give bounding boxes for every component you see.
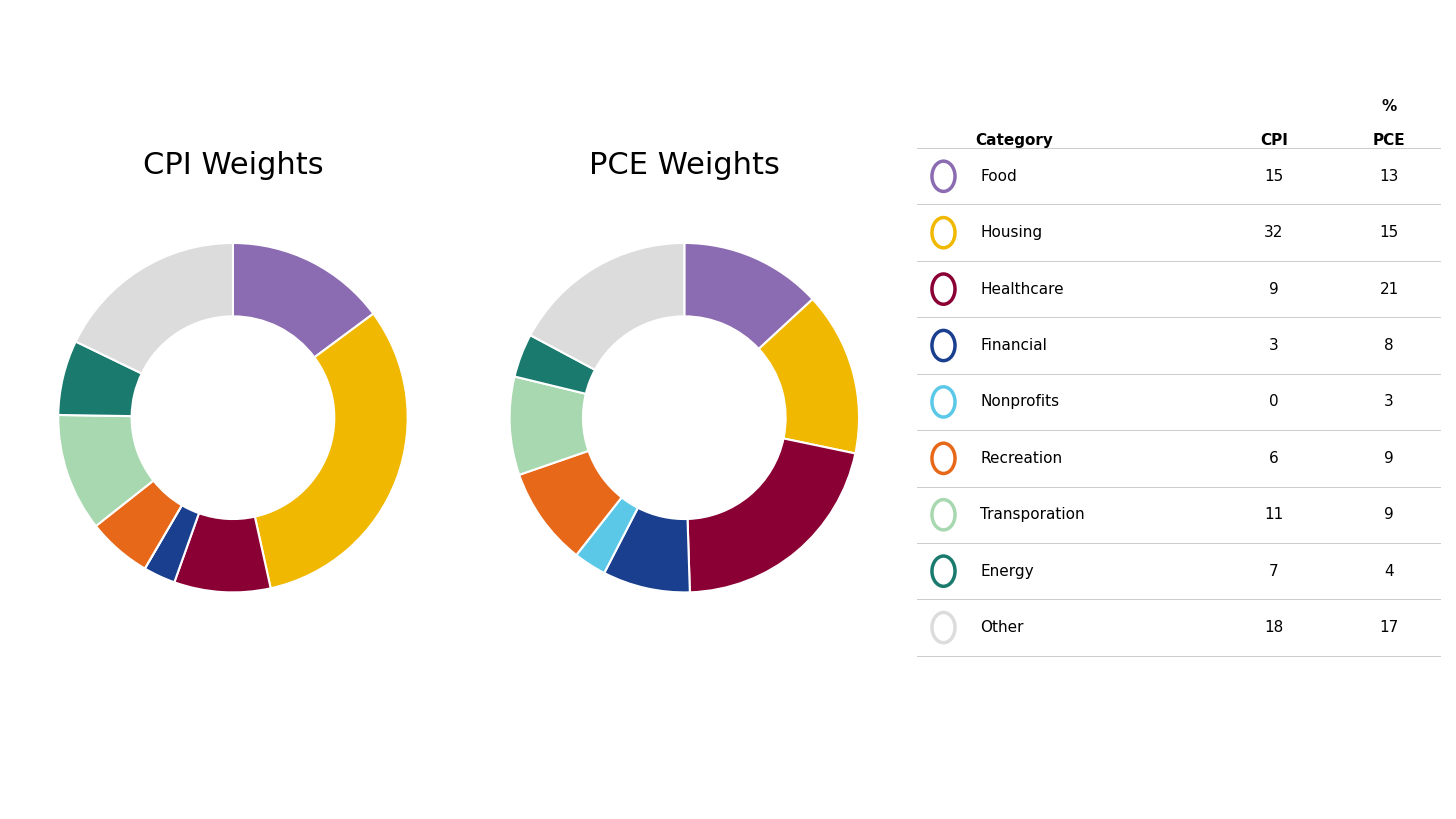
Text: PCE: PCE: [1373, 133, 1405, 148]
Text: 6: 6: [1268, 450, 1278, 466]
Text: 9: 9: [1268, 282, 1278, 296]
Wedge shape: [530, 243, 684, 370]
Text: %: %: [1382, 98, 1396, 114]
Wedge shape: [58, 415, 153, 526]
Wedge shape: [76, 243, 233, 373]
Text: 32: 32: [1264, 225, 1283, 240]
Text: 8: 8: [1385, 338, 1393, 353]
Wedge shape: [510, 377, 588, 475]
Wedge shape: [759, 299, 859, 454]
Text: 7: 7: [1268, 563, 1278, 579]
Text: CPI: CPI: [1259, 133, 1287, 148]
Text: 3: 3: [1268, 338, 1278, 353]
Text: Transporation: Transporation: [980, 507, 1085, 523]
Text: Nonprofits: Nonprofits: [980, 395, 1060, 410]
Text: Other: Other: [980, 620, 1024, 635]
Text: Energy: Energy: [980, 563, 1034, 579]
Text: 15: 15: [1264, 169, 1283, 183]
Wedge shape: [144, 505, 199, 582]
Title: CPI Weights: CPI Weights: [143, 152, 323, 180]
Wedge shape: [577, 497, 638, 573]
Text: 13: 13: [1379, 169, 1399, 183]
Text: 3: 3: [1385, 395, 1393, 410]
Text: 4: 4: [1385, 563, 1393, 579]
Wedge shape: [58, 342, 141, 416]
Wedge shape: [684, 243, 812, 349]
Wedge shape: [96, 481, 182, 568]
Text: Category: Category: [976, 133, 1053, 148]
Text: 0: 0: [1268, 395, 1278, 410]
Text: Food: Food: [980, 169, 1016, 183]
Wedge shape: [144, 505, 182, 568]
Text: 9: 9: [1385, 507, 1393, 523]
Text: Financial: Financial: [980, 338, 1047, 353]
Wedge shape: [175, 514, 271, 592]
Text: Housing: Housing: [980, 225, 1042, 240]
Wedge shape: [233, 243, 373, 357]
Text: Recreation: Recreation: [980, 450, 1063, 466]
Wedge shape: [687, 438, 855, 592]
Text: 17: 17: [1379, 620, 1399, 635]
Text: 18: 18: [1264, 620, 1283, 635]
Text: Healthcare: Healthcare: [980, 282, 1064, 296]
Text: 21: 21: [1379, 282, 1399, 296]
Text: 11: 11: [1264, 507, 1283, 523]
Wedge shape: [255, 314, 408, 588]
Title: PCE Weights: PCE Weights: [588, 152, 780, 180]
Wedge shape: [520, 450, 622, 555]
Wedge shape: [604, 508, 690, 592]
Text: 9: 9: [1385, 450, 1393, 466]
Text: 15: 15: [1379, 225, 1399, 240]
Wedge shape: [514, 335, 596, 394]
